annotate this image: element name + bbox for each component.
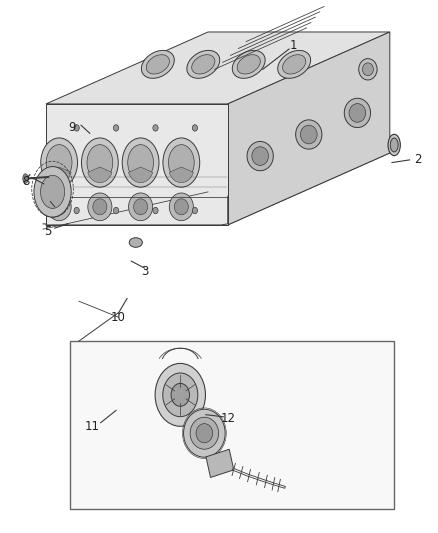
Ellipse shape — [390, 138, 398, 152]
Ellipse shape — [171, 383, 190, 406]
Ellipse shape — [163, 138, 200, 187]
Ellipse shape — [134, 199, 148, 215]
Ellipse shape — [74, 207, 79, 214]
Ellipse shape — [47, 193, 71, 221]
Ellipse shape — [41, 138, 78, 187]
Text: 1: 1 — [290, 39, 297, 52]
Ellipse shape — [74, 125, 79, 131]
Ellipse shape — [129, 238, 142, 247]
Ellipse shape — [128, 144, 153, 181]
Ellipse shape — [283, 55, 306, 74]
Ellipse shape — [362, 63, 373, 76]
Ellipse shape — [113, 207, 119, 214]
Bar — [70, 341, 394, 509]
Ellipse shape — [52, 199, 66, 215]
Ellipse shape — [81, 138, 118, 187]
Wedge shape — [169, 167, 194, 183]
Ellipse shape — [192, 207, 198, 214]
Ellipse shape — [232, 51, 265, 78]
Text: 11: 11 — [85, 420, 99, 433]
Polygon shape — [46, 104, 228, 225]
Ellipse shape — [40, 175, 64, 208]
Ellipse shape — [247, 141, 273, 171]
Ellipse shape — [300, 125, 317, 144]
Ellipse shape — [153, 207, 158, 214]
Ellipse shape — [155, 364, 205, 426]
Ellipse shape — [141, 51, 174, 78]
Ellipse shape — [129, 193, 152, 221]
Ellipse shape — [187, 51, 220, 78]
Ellipse shape — [87, 144, 113, 181]
Ellipse shape — [93, 199, 107, 215]
Ellipse shape — [252, 147, 268, 165]
Polygon shape — [46, 153, 390, 225]
Ellipse shape — [113, 125, 119, 131]
Text: 2: 2 — [414, 154, 422, 166]
Wedge shape — [47, 167, 71, 183]
Text: 5: 5 — [45, 225, 52, 238]
Ellipse shape — [170, 193, 194, 221]
Ellipse shape — [278, 51, 311, 78]
Ellipse shape — [23, 174, 28, 183]
Ellipse shape — [192, 125, 198, 131]
Ellipse shape — [349, 103, 366, 122]
Ellipse shape — [237, 55, 260, 74]
Text: 8: 8 — [23, 175, 30, 188]
Ellipse shape — [34, 166, 71, 217]
Ellipse shape — [359, 59, 377, 80]
Text: 9: 9 — [68, 122, 76, 134]
Ellipse shape — [174, 199, 188, 215]
Ellipse shape — [388, 134, 400, 156]
Ellipse shape — [46, 144, 72, 181]
Ellipse shape — [169, 144, 194, 181]
Text: 10: 10 — [111, 311, 126, 324]
Wedge shape — [88, 167, 112, 183]
Ellipse shape — [153, 125, 158, 131]
Ellipse shape — [163, 373, 198, 417]
Ellipse shape — [190, 417, 219, 449]
Ellipse shape — [122, 138, 159, 187]
Ellipse shape — [192, 55, 215, 74]
Wedge shape — [128, 167, 153, 183]
Ellipse shape — [296, 120, 322, 149]
Polygon shape — [46, 32, 390, 104]
Ellipse shape — [344, 98, 371, 127]
Ellipse shape — [196, 424, 213, 443]
Bar — [206, 449, 234, 478]
Text: 3: 3 — [141, 265, 148, 278]
Ellipse shape — [88, 193, 112, 221]
Ellipse shape — [146, 55, 170, 74]
Text: 12: 12 — [220, 412, 235, 425]
Polygon shape — [228, 32, 390, 225]
Ellipse shape — [184, 409, 225, 457]
